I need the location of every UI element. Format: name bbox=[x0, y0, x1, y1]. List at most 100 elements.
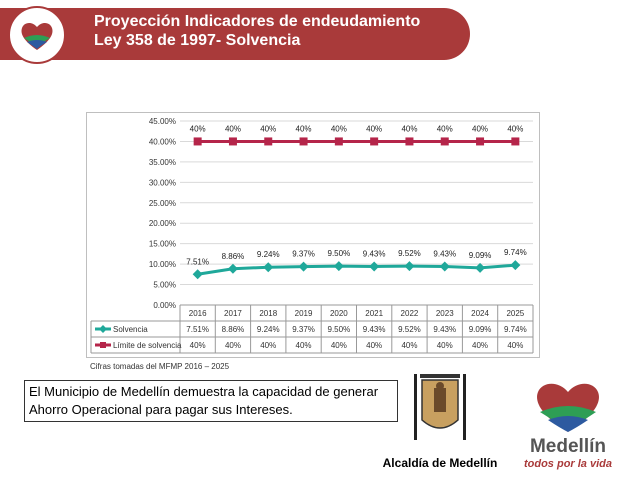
y-tick-label: 0.00% bbox=[153, 301, 176, 310]
table-cell: 40% bbox=[366, 341, 382, 350]
data-point bbox=[511, 137, 520, 146]
data-point bbox=[298, 261, 309, 272]
x-category-label: 2018 bbox=[259, 309, 277, 318]
table-cell: 9.09% bbox=[469, 325, 492, 334]
data-label: 40% bbox=[472, 124, 488, 133]
y-tick-label: 20.00% bbox=[149, 219, 176, 228]
x-category-label: 2024 bbox=[471, 309, 489, 318]
heart-logo-icon bbox=[21, 22, 53, 50]
data-label: 9.37% bbox=[292, 250, 315, 259]
table-cell: 9.37% bbox=[292, 325, 315, 334]
table-cell: 40% bbox=[507, 341, 523, 350]
title-line-1: Proyección Indicadores de endeudamiento bbox=[94, 13, 421, 30]
medellin-logo: Medellín todos por la vida bbox=[508, 374, 628, 474]
page-title: Proyección Indicadores de endeudamiento … bbox=[94, 12, 420, 50]
data-point bbox=[192, 269, 203, 280]
y-tick-label: 45.00% bbox=[149, 117, 176, 126]
source-note: Cifras tomadas del MFMP 2016 – 2025 bbox=[90, 362, 230, 371]
data-label: 40% bbox=[366, 124, 382, 133]
data-point bbox=[264, 137, 273, 146]
table-cell: 8.86% bbox=[222, 325, 245, 334]
title-line-2: Ley 358 de 1997- Solvencia bbox=[94, 32, 301, 49]
note-box: El Municipio de Medellín demuestra la ca… bbox=[24, 380, 398, 422]
x-category-label: 2020 bbox=[330, 309, 348, 318]
data-label: 40% bbox=[331, 124, 347, 133]
table-cell: 40% bbox=[190, 341, 206, 350]
table-cell: 40% bbox=[225, 341, 241, 350]
x-category-label: 2019 bbox=[295, 309, 313, 318]
alcaldia-label: Alcaldía de Medellín bbox=[382, 456, 498, 470]
data-point bbox=[475, 262, 486, 273]
data-label: 40% bbox=[296, 124, 312, 133]
y-tick-label: 30.00% bbox=[149, 178, 176, 187]
data-label: 9.74% bbox=[504, 248, 527, 257]
data-point bbox=[334, 137, 343, 146]
table-cell: 9.52% bbox=[398, 325, 421, 334]
data-label: 7.51% bbox=[186, 257, 209, 266]
x-category-label: 2017 bbox=[224, 309, 242, 318]
data-point bbox=[404, 261, 415, 272]
data-label: 40% bbox=[260, 124, 276, 133]
data-point bbox=[227, 263, 238, 274]
data-label: 40% bbox=[190, 124, 206, 133]
x-category-label: 2016 bbox=[189, 309, 207, 318]
x-category-label: 2021 bbox=[365, 309, 383, 318]
chart-container: 0.00% 5.00% 10.00% 15.00% 20.00% 25.00% 30.00%… bbox=[86, 112, 540, 358]
data-point bbox=[299, 137, 308, 146]
table-cell: 40% bbox=[437, 341, 453, 350]
data-point bbox=[405, 137, 414, 146]
data-point bbox=[228, 137, 237, 146]
data-label: 40% bbox=[507, 124, 523, 133]
y-tick-label: 10.00% bbox=[149, 260, 176, 269]
data-label: 40% bbox=[401, 124, 417, 133]
x-category-label: 2022 bbox=[401, 309, 419, 318]
x-category-label: 2023 bbox=[436, 309, 454, 318]
header-logo bbox=[8, 6, 66, 64]
data-label: 9.43% bbox=[363, 249, 386, 258]
data-label: 9.50% bbox=[328, 249, 351, 258]
data-label: 40% bbox=[437, 124, 453, 133]
data-point bbox=[440, 137, 449, 146]
y-tick-label: 5.00% bbox=[153, 281, 176, 290]
y-tick-label: 40.00% bbox=[149, 137, 176, 146]
table-cell: 9.43% bbox=[433, 325, 456, 334]
data-label: 8.86% bbox=[222, 252, 245, 261]
table-cell: 9.24% bbox=[257, 325, 280, 334]
legend-label: Solvencia bbox=[113, 325, 148, 334]
table-cell: 40% bbox=[472, 341, 488, 350]
solvency-chart: 0.00% 5.00% 10.00% 15.00% 20.00% 25.00% 30.00%… bbox=[90, 117, 534, 354]
table-cell: 40% bbox=[260, 341, 276, 350]
data-label: 9.43% bbox=[433, 249, 456, 258]
table-cell: 40% bbox=[331, 341, 347, 350]
data-point bbox=[510, 260, 521, 271]
x-category-label: 2025 bbox=[506, 309, 524, 318]
data-point bbox=[439, 261, 450, 272]
legend-marker bbox=[99, 325, 107, 333]
legend-marker bbox=[100, 342, 106, 348]
data-label: 9.24% bbox=[257, 250, 280, 259]
brand-name: Medellín bbox=[529, 436, 606, 457]
data-label: 9.52% bbox=[398, 249, 421, 258]
data-label: 9.09% bbox=[469, 251, 492, 260]
y-tick-label: 35.00% bbox=[149, 158, 176, 167]
data-point bbox=[370, 137, 379, 146]
legend-label: Límite de solvencia bbox=[113, 341, 182, 350]
table-cell: 40% bbox=[401, 341, 417, 350]
table-cell: 40% bbox=[296, 341, 312, 350]
data-point bbox=[193, 137, 202, 146]
data-point bbox=[369, 261, 380, 272]
table-cell: 9.74% bbox=[504, 325, 527, 334]
y-tick-label: 15.00% bbox=[149, 240, 176, 249]
table-cell: 9.50% bbox=[328, 325, 351, 334]
brand-slogan: todos por la vida bbox=[523, 458, 612, 470]
coat-of-arms-icon bbox=[414, 374, 466, 440]
data-label: 40% bbox=[225, 124, 241, 133]
heart-brand-icon bbox=[537, 383, 599, 432]
table-cell: 7.51% bbox=[186, 325, 209, 334]
table-cell: 9.43% bbox=[363, 325, 386, 334]
data-point bbox=[263, 262, 274, 273]
data-point bbox=[333, 261, 344, 272]
header-bar bbox=[0, 8, 470, 60]
data-point bbox=[476, 137, 485, 146]
y-tick-label: 25.00% bbox=[149, 199, 176, 208]
